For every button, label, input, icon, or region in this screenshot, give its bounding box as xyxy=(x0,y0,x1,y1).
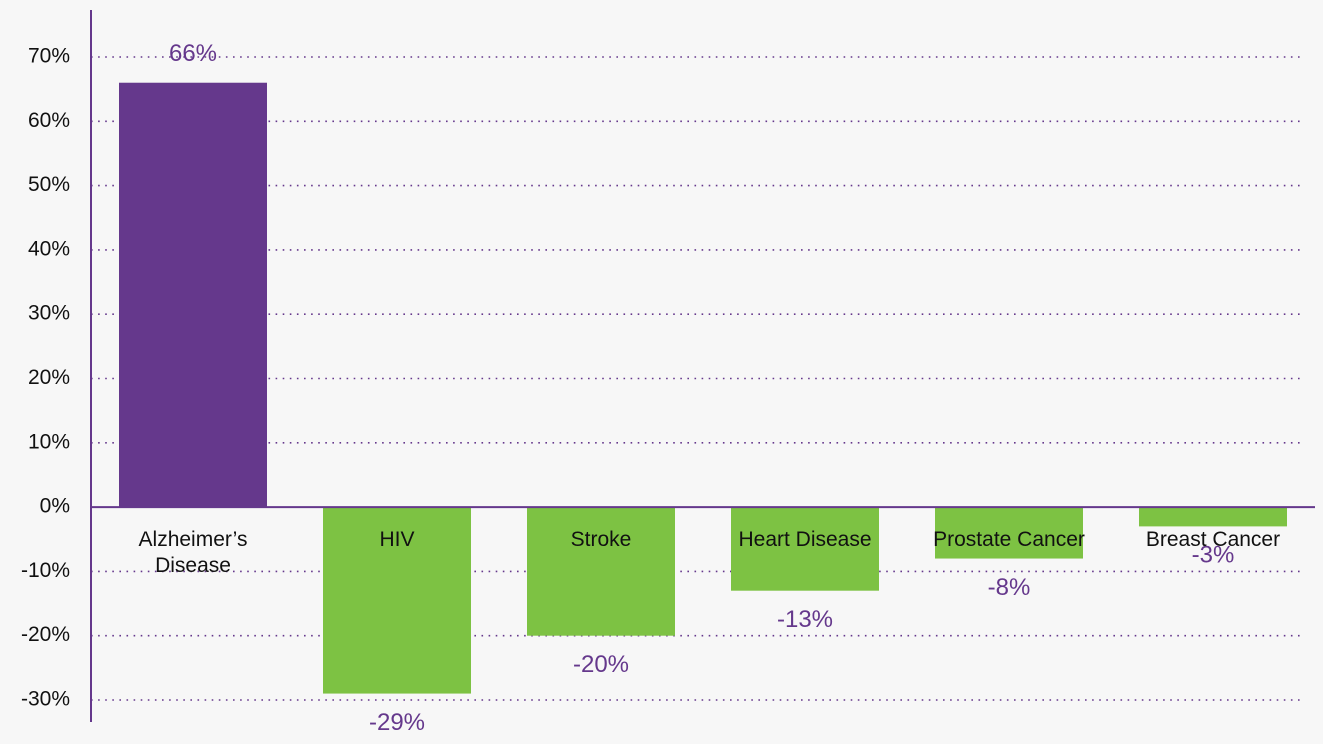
y-tick-label: 60% xyxy=(28,109,70,132)
y-tick-label: 50% xyxy=(28,173,70,196)
bar xyxy=(323,507,471,694)
bar xyxy=(731,507,879,591)
value-label: -20% xyxy=(573,651,629,678)
x-tick-label: Prostate Cancer xyxy=(933,528,1085,552)
value-label: -8% xyxy=(988,574,1031,601)
value-label: 66% xyxy=(169,40,217,67)
value-label: -29% xyxy=(369,709,425,736)
y-tick-label: -20% xyxy=(21,623,70,646)
x-tick-label: Breast Cancer xyxy=(1145,528,1281,552)
bar xyxy=(1139,507,1287,527)
y-tick-label: 30% xyxy=(28,302,70,325)
y-tick-label: -30% xyxy=(21,688,70,711)
y-tick-label: 10% xyxy=(28,430,70,453)
x-tick-label: Stroke xyxy=(570,528,632,552)
y-tick-label: 0% xyxy=(40,495,70,518)
x-tick-label: Alzheimer’s Disease xyxy=(138,528,248,578)
x-tick-label: HIV xyxy=(379,528,415,552)
value-label: -13% xyxy=(777,606,833,633)
y-tick-label: 20% xyxy=(28,366,70,389)
bar xyxy=(527,507,675,636)
y-tick-label: 70% xyxy=(28,45,70,68)
x-tick-label: Heart Disease xyxy=(738,528,872,552)
y-tick-label: 40% xyxy=(28,237,70,260)
bar xyxy=(935,507,1083,559)
value-label: -3% xyxy=(1192,542,1235,569)
bar xyxy=(119,82,267,508)
y-tick-label: -10% xyxy=(21,559,70,582)
